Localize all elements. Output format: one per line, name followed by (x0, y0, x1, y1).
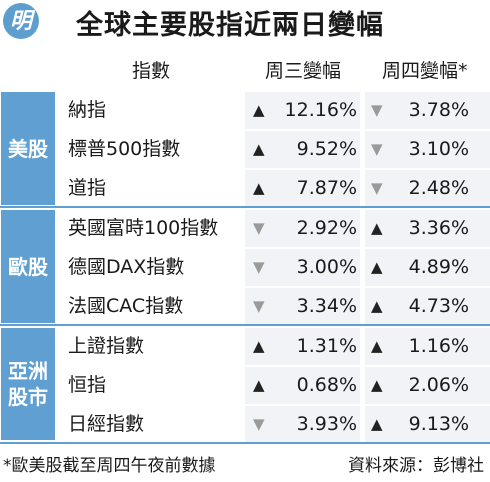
table-row: 標普500指數 ▲ 9.52% ▼ 3.10% (60, 131, 490, 168)
wednesday-change-cell: ▼ 3.00% (245, 249, 360, 286)
region-asia-text-line2: 股市 (8, 385, 48, 409)
thursday-change-value: 3.10% (408, 138, 469, 160)
up-triangle-icon: ▲ (253, 140, 265, 158)
up-triangle-icon: ▲ (253, 376, 265, 394)
region-label-asia: 亞洲 股市 (1, 328, 55, 440)
down-triangle-icon: ▼ (371, 101, 383, 119)
index-name: 法國CAC指數 (68, 295, 184, 317)
thursday-change-cell: ▼ 3.10% (365, 131, 490, 168)
thursday-change-cell: ▲ 4.73% (365, 288, 490, 325)
header-index: 指數 (132, 60, 171, 82)
wednesday-change-value: 9.52% (296, 138, 357, 160)
thursday-change-value: 1.16% (408, 335, 469, 357)
thursday-change-value: 4.89% (408, 256, 469, 278)
up-triangle-icon: ▲ (253, 179, 265, 197)
index-name: 道指 (68, 177, 107, 199)
up-triangle-icon: ▲ (371, 376, 383, 394)
index-name: 上證指數 (68, 335, 145, 357)
up-triangle-icon: ▲ (371, 337, 383, 355)
table-row: 上證指數 ▲ 1.31% ▲ 1.16% (60, 328, 490, 365)
up-triangle-icon: ▲ (371, 415, 383, 433)
wednesday-change-value: 3.93% (296, 413, 357, 435)
thursday-change-cell: ▲ 1.16% (365, 328, 490, 365)
wednesday-change-cell: ▲ 12.16% (245, 92, 360, 129)
thursday-change-cell: ▼ 3.78% (365, 92, 490, 129)
index-name: 標普500指數 (68, 138, 181, 160)
wednesday-change-value: 12.16% (284, 99, 357, 121)
wednesday-change-cell: ▼ 2.92% (245, 210, 360, 247)
down-triangle-icon: ▼ (253, 297, 265, 315)
index-name: 日經指數 (68, 413, 145, 435)
down-triangle-icon: ▼ (371, 179, 383, 197)
table-row: 法國CAC指數 ▼ 3.34% ▲ 4.73% (60, 288, 490, 325)
up-triangle-icon: ▲ (371, 258, 383, 276)
index-name: 英國富時100指數 (68, 217, 219, 239)
table-row: 道指 ▲ 7.87% ▼ 2.48% (60, 170, 490, 207)
thursday-change-value: 2.06% (408, 374, 469, 396)
footer: *歐美股截至周四午夜前數據 資料來源：彭博社 (0, 447, 490, 481)
thursday-change-value: 2.48% (408, 177, 469, 199)
wednesday-change-value: 2.92% (296, 217, 357, 239)
table-row: 納指 ▲ 12.16% ▼ 3.78% (60, 92, 490, 129)
down-triangle-icon: ▼ (371, 140, 383, 158)
region-divider (0, 324, 490, 326)
index-name: 恒指 (68, 374, 107, 396)
wednesday-change-value: 1.31% (296, 335, 357, 357)
up-triangle-icon: ▲ (371, 297, 383, 315)
source-credit: 資料來源：彭博社 (348, 456, 484, 476)
region-label-europe: 歐股 (1, 210, 55, 323)
down-triangle-icon: ▼ (253, 415, 265, 433)
table-header: 指數 周三變幅 周四變幅* (0, 53, 490, 89)
region-europe-text: 歐股 (8, 254, 48, 279)
up-triangle-icon: ▲ (253, 101, 265, 119)
thursday-change-cell: ▲ 9.13% (365, 406, 490, 443)
header-thursday: 周四變幅* (382, 60, 468, 82)
table-bottom-divider (0, 442, 490, 444)
thursday-change-cell: ▲ 2.06% (365, 367, 490, 404)
index-name: 納指 (68, 99, 107, 121)
newspaper-logo: 明 (3, 3, 39, 39)
page-title: 全球主要股指近兩日變幅 (76, 10, 384, 41)
wednesday-change-value: 7.87% (296, 177, 357, 199)
wednesday-change-value: 3.34% (296, 295, 357, 317)
wednesday-change-cell: ▲ 1.31% (245, 328, 360, 365)
table-row: 德國DAX指數 ▼ 3.00% ▲ 4.89% (60, 249, 490, 286)
footnote: *歐美股截至周四午夜前數據 (3, 456, 216, 476)
title-bar: 明 全球主要股指近兩日變幅 (0, 0, 490, 46)
down-triangle-icon: ▼ (253, 258, 265, 276)
down-triangle-icon: ▼ (253, 219, 265, 237)
table-row: 英國富時100指數 ▼ 2.92% ▲ 3.36% (60, 210, 490, 247)
wednesday-change-value: 3.00% (296, 256, 357, 278)
thursday-change-cell: ▲ 4.89% (365, 249, 490, 286)
thursday-change-value: 3.36% (408, 217, 469, 239)
thursday-change-cell: ▼ 2.48% (365, 170, 490, 207)
wednesday-change-cell: ▼ 3.34% (245, 288, 360, 325)
up-triangle-icon: ▲ (371, 219, 383, 237)
region-us-text: 美股 (8, 136, 48, 161)
wednesday-change-cell: ▲ 7.87% (245, 170, 360, 207)
thursday-change-value: 3.78% (408, 99, 469, 121)
header-wednesday: 周三變幅 (265, 60, 342, 82)
table-row: 恒指 ▲ 0.68% ▲ 2.06% (60, 367, 490, 404)
thursday-change-value: 4.73% (408, 295, 469, 317)
index-name: 德國DAX指數 (68, 256, 185, 278)
region-divider (0, 206, 490, 208)
region-asia-text-line1: 亞洲 (8, 359, 48, 383)
wednesday-change-cell: ▲ 0.68% (245, 367, 360, 404)
table-row: 日經指數 ▼ 3.93% ▲ 9.13% (60, 406, 490, 443)
wednesday-change-value: 0.68% (296, 374, 357, 396)
wednesday-change-cell: ▼ 3.93% (245, 406, 360, 443)
up-triangle-icon: ▲ (253, 337, 265, 355)
region-label-us: 美股 (1, 92, 55, 205)
thursday-change-value: 9.13% (408, 413, 469, 435)
thursday-change-cell: ▲ 3.36% (365, 210, 490, 247)
wednesday-change-cell: ▲ 9.52% (245, 131, 360, 168)
